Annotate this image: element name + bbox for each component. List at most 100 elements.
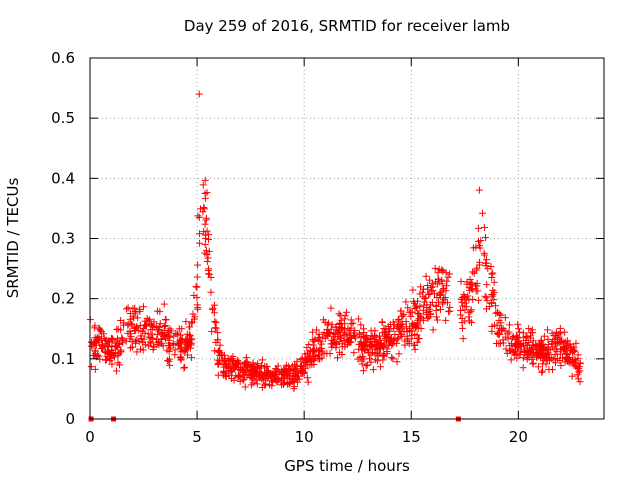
data-point <box>203 247 211 255</box>
data-point <box>543 345 551 353</box>
data-point <box>167 327 175 335</box>
data-point <box>561 328 569 336</box>
data-point <box>107 335 115 343</box>
data-point <box>94 335 102 343</box>
data-point <box>165 341 173 349</box>
data-point <box>372 333 380 341</box>
data-point <box>464 292 472 300</box>
data-point <box>101 356 109 364</box>
data-point <box>261 370 269 378</box>
data-point <box>264 366 272 374</box>
data-point <box>216 341 224 349</box>
data-point <box>220 367 228 375</box>
data-point <box>496 331 504 339</box>
data-point <box>304 378 312 386</box>
data-point <box>572 361 580 369</box>
data-point <box>201 220 209 228</box>
data-point <box>214 360 222 368</box>
data-point <box>176 336 184 344</box>
data-point <box>162 316 170 324</box>
data-point <box>122 337 130 345</box>
data-point <box>411 324 419 332</box>
data-point <box>154 326 162 334</box>
data-point <box>286 379 294 387</box>
data-point <box>335 327 343 335</box>
data-point <box>293 357 301 365</box>
data-point <box>211 324 219 332</box>
data-point <box>556 356 564 364</box>
data-point <box>525 349 533 357</box>
data-point <box>182 318 190 326</box>
data-point <box>574 375 582 383</box>
data-point <box>113 326 121 334</box>
data-point <box>336 332 344 340</box>
data-point <box>327 325 335 333</box>
data-point <box>358 346 366 354</box>
data-point <box>166 361 174 369</box>
data-point <box>182 345 190 353</box>
data-point <box>355 315 363 323</box>
data-point <box>207 288 215 296</box>
data-point <box>417 283 425 291</box>
data-point <box>239 368 247 376</box>
data-point <box>360 341 368 349</box>
data-point <box>145 333 153 341</box>
data-point <box>87 342 95 350</box>
data-point <box>187 336 195 344</box>
data-point <box>118 334 126 342</box>
data-point <box>146 316 154 324</box>
data-point <box>119 339 127 347</box>
data-point <box>519 329 527 337</box>
data-point <box>507 340 515 348</box>
data-point <box>214 336 222 344</box>
data-point <box>551 350 559 358</box>
data-point <box>405 340 413 348</box>
data-point <box>369 348 377 356</box>
data-point <box>112 342 120 350</box>
data-point <box>395 334 403 342</box>
data-point <box>126 335 134 343</box>
data-point <box>549 343 557 351</box>
data-point <box>522 339 530 347</box>
data-point <box>347 338 355 346</box>
data-point <box>200 203 208 211</box>
data-point <box>156 320 164 328</box>
data-point <box>354 355 362 363</box>
data-point <box>458 294 466 302</box>
data-point <box>210 309 218 317</box>
data-point <box>387 338 395 346</box>
data-point <box>290 383 298 391</box>
data-point <box>128 321 136 329</box>
data-point <box>195 230 203 238</box>
data-point <box>494 329 502 337</box>
data-point <box>474 224 482 232</box>
data-point <box>461 306 469 314</box>
data-point <box>231 361 239 369</box>
data-point <box>224 355 232 363</box>
data-point <box>488 292 496 300</box>
data-point <box>270 370 278 378</box>
data-point <box>424 314 432 322</box>
data-point <box>481 292 489 300</box>
data-point <box>380 351 388 359</box>
data-point <box>355 345 363 353</box>
data-point <box>550 355 558 363</box>
data-point <box>293 372 301 380</box>
data-point <box>576 367 584 375</box>
data-point <box>310 337 318 345</box>
data-point <box>384 331 392 339</box>
y-tick-label: 0.3 <box>51 230 75 248</box>
data-point <box>570 343 578 351</box>
data-point <box>129 312 137 320</box>
data-point <box>112 367 120 375</box>
data-point <box>128 343 136 351</box>
data-point <box>192 283 200 291</box>
data-point <box>402 298 410 306</box>
data-point <box>207 273 215 281</box>
data-point <box>468 279 476 287</box>
x-axis-label: GPS time / hours <box>284 457 410 475</box>
data-point <box>184 342 192 350</box>
data-point <box>304 361 312 369</box>
data-point <box>375 332 383 340</box>
data-point <box>161 322 169 330</box>
